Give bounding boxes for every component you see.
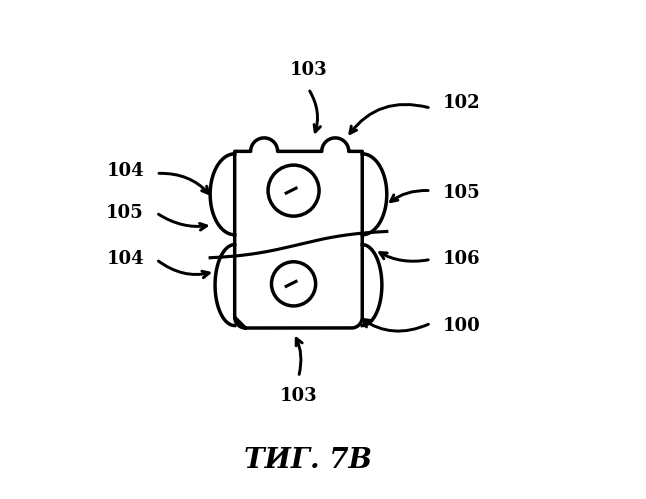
Text: ΤИГ. 7В: ΤИГ. 7В <box>244 447 372 474</box>
Text: 103: 103 <box>289 61 327 79</box>
Text: 102: 102 <box>443 94 481 112</box>
Text: 104: 104 <box>107 162 144 180</box>
Text: 105: 105 <box>443 184 481 202</box>
Text: 105: 105 <box>106 204 144 222</box>
Text: 100: 100 <box>443 316 481 334</box>
Text: 106: 106 <box>443 250 481 268</box>
Text: 104: 104 <box>107 250 144 268</box>
Text: 103: 103 <box>280 387 317 405</box>
